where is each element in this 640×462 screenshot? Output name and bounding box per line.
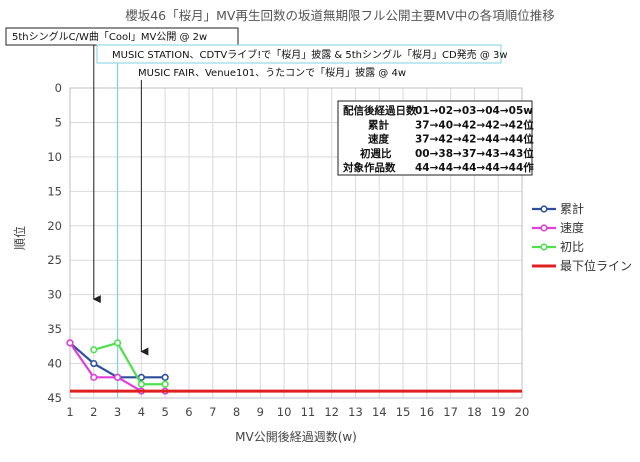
x-tick-label: 12 — [324, 405, 339, 419]
x-tick-label: 13 — [348, 405, 363, 419]
x-tick-label: 15 — [396, 405, 411, 419]
legend-swatch-marker — [540, 224, 548, 232]
annotation-layer: 5thシングルC/W曲「Cool」MV公開 @ 2w MUSIC STATION、… — [5, 27, 508, 356]
series-1-point — [90, 373, 98, 381]
annotation-box-2 — [96, 44, 502, 64]
series-line-2 — [93, 341, 166, 386]
x-tick-label: 20 — [515, 405, 530, 419]
series-2-point — [90, 346, 98, 354]
x-tick-label: 16 — [420, 405, 435, 419]
x-tick-label: 18 — [467, 405, 482, 419]
summary-row-values: 44→44→44→44→44作 — [415, 161, 534, 174]
x-tick-label: 3 — [114, 405, 121, 419]
x-axis-label: MV公開後経過週数(w) — [235, 429, 357, 444]
summary-box-frame — [337, 100, 533, 176]
legend-swatch-marker — [540, 205, 548, 213]
summary-row-values: 01→02→03→04→05w — [415, 105, 533, 117]
series-1-point — [113, 373, 122, 381]
annotation-text-2: MUSIC STATION、CDTVライブ!で「桜月」披露 & 5thシングル「… — [112, 48, 508, 61]
y-tick-label: 35 — [47, 322, 62, 336]
annotation-box-3 — [131, 63, 408, 81]
x-tick-label: 1 — [66, 405, 73, 419]
x-tick-label: 2 — [90, 405, 97, 419]
series-0-point — [161, 373, 169, 381]
summary-row-label: 初週比 — [360, 147, 392, 160]
summary-row-values: 37→42→42→44→44位 — [415, 133, 534, 146]
y-tick-label: 0 — [55, 81, 62, 95]
x-tick-label: 17 — [443, 405, 458, 419]
x-tick-label: 6 — [185, 405, 192, 419]
y-tick-label: 10 — [47, 150, 62, 164]
x-tick-label: 19 — [491, 405, 506, 419]
summary-row-values: 00→38→37→43→43位 — [415, 147, 534, 160]
y-tick-label: 15 — [47, 184, 62, 198]
y-tick-label: 25 — [47, 253, 62, 267]
y-axis-label: 順位 — [12, 226, 27, 250]
y-tick-label: 40 — [47, 357, 62, 371]
y-tick-label: 30 — [47, 288, 62, 302]
legend-label: 最下位ライン — [560, 258, 632, 273]
legend-label: 初比 — [560, 240, 584, 254]
series-2-point — [113, 339, 122, 347]
x-tick-label: 7 — [209, 405, 216, 419]
x-tick-label: 9 — [257, 405, 264, 419]
x-tick-label: 4 — [138, 405, 145, 419]
plot-frame — [69, 87, 523, 399]
x-tick-label: 5 — [161, 405, 168, 419]
summary-row-label: 対象作品数 — [342, 161, 396, 174]
chart-title: 櫻坂46「桜月」MV再生回数の坂道無期限フル公開主要MV中の各項順位推移 — [125, 8, 555, 23]
summary-row-label: 配信後経過日数 — [343, 104, 417, 117]
series-2-point — [161, 380, 169, 388]
summary-row-label: 累計 — [368, 118, 389, 131]
annotation-text-1: 5thシングルC/W曲「Cool」MV公開 @ 2w — [12, 30, 207, 43]
series-2-point — [137, 380, 145, 388]
x-tick-label: 10 — [277, 405, 292, 419]
series-1-point — [66, 339, 74, 347]
series-layer — [66, 339, 522, 395]
series-0-point — [90, 359, 98, 368]
x-tick-label: 11 — [301, 405, 316, 419]
y-tick-label: 5 — [55, 115, 62, 129]
x-tick-label: 14 — [372, 405, 387, 419]
summary-row-values: 37→40→42→42→42位 — [415, 118, 534, 131]
x-tick-label: 8 — [233, 405, 240, 419]
legend-label: 累計 — [560, 201, 584, 216]
annotation-text-3: MUSIC FAIR、Venue101、うたコンで「桜月」披露 @ 4w — [138, 66, 406, 79]
summary-row-label: 速度 — [368, 133, 389, 146]
legend-swatch-marker — [540, 243, 548, 251]
y-tick-label: 20 — [47, 219, 62, 233]
legend-label: 速度 — [560, 220, 584, 235]
y-tick-label: 45 — [47, 391, 62, 405]
